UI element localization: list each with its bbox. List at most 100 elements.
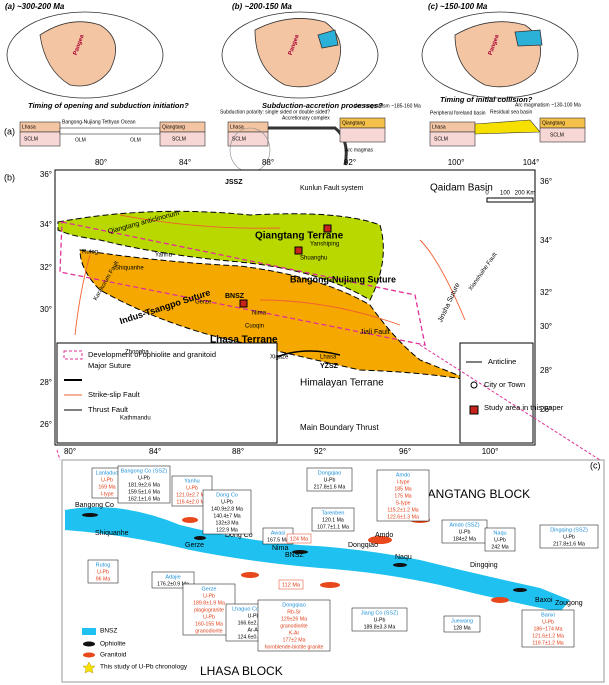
age-tag: [286, 533, 312, 544]
sample-line: 121.0±2.7 Ma: [176, 492, 208, 498]
sample-name: Lhaguo Co (SSZ): [232, 606, 275, 612]
place-label: YZSZ: [320, 363, 339, 370]
place-label: Yanhu: [155, 253, 172, 259]
place-label: Bangong-Nujiang Suture: [290, 274, 396, 284]
stage-title: (b) ~200-150 Ma: [232, 2, 292, 11]
place-label: Zougong: [555, 600, 583, 607]
section-label: Bangong-Nujiang Tethyan Ocean: [62, 119, 136, 125]
place-label: Lhasa Terrane: [210, 335, 278, 346]
sample-line: 217.8±1.6 Ma: [553, 541, 585, 547]
legend-swatch: [83, 652, 95, 658]
sample-line: U-Pb: [186, 485, 198, 491]
sample-name: Naqu: [493, 530, 506, 536]
section-label: Arc magmatism ~185-160 Ma: [355, 103, 421, 109]
qiangtang-terrane: [57, 210, 384, 301]
sample-name: Lanladuo: [96, 470, 119, 476]
section-label: Qiangtang: [542, 120, 565, 126]
sample-name: Juewang: [451, 618, 473, 624]
sample-line: U-Pb: [101, 477, 113, 483]
sample-line: Ar-Ar: [247, 627, 259, 633]
place-label: Zhongba: [125, 350, 149, 356]
place-label: Lhasa: [320, 355, 337, 361]
age-tag-label: 112 Ma: [282, 582, 301, 588]
legend-box: [459, 342, 534, 444]
sample-box: [351, 607, 408, 632]
continent: [39, 21, 117, 87]
sample-box: [539, 524, 599, 549]
sample-line: U-Pb: [374, 617, 386, 623]
place-label: Qaidam Basin: [430, 183, 493, 194]
section-label: Qiangtang: [342, 120, 365, 126]
sample-line: U-Pb: [203, 593, 215, 599]
legend-swatch: [82, 661, 96, 674]
legend-swatch: [63, 350, 83, 360]
scale-label: 0: [485, 191, 489, 197]
sample-line: 129±26 Ma: [281, 616, 307, 622]
sample-line: 121.6±1.2 Ma: [532, 633, 564, 639]
place-label: Dongqiao: [348, 542, 378, 549]
question: Timing of opening and subduction initiat…: [28, 101, 189, 110]
place-label: BNSZ: [285, 552, 304, 559]
ocean-patch: [514, 29, 543, 47]
study-area: [239, 299, 248, 308]
sample-box: [306, 467, 353, 492]
sample-box: [443, 615, 481, 633]
sample-line: U-Pb: [542, 619, 554, 625]
sample-line: 122.9 Ma: [216, 527, 238, 533]
lat-tick: 26°: [40, 420, 52, 429]
place-label: Shiquanhe: [95, 530, 129, 537]
sample-name: Dongqiao: [318, 470, 342, 476]
place-label: Himalayan Terrane: [300, 378, 384, 389]
sample-line: 119.7±1.2 Ma: [532, 640, 563, 646]
sample-box: [521, 609, 575, 648]
legend-label: Granitoid: [100, 652, 127, 659]
sample-line: 184±2 Ma: [453, 536, 476, 542]
sample-line: granodiorite: [195, 628, 223, 634]
study-area: [323, 224, 332, 233]
sample-line: 160-155 Ma: [195, 621, 223, 627]
lon-tick: 80°: [95, 158, 107, 167]
place-label: Kunlun Fault system: [300, 185, 364, 192]
sample-line: I-type: [101, 491, 114, 497]
sample-name: Dingqing (SSZ): [550, 527, 588, 533]
legend-box: [56, 342, 278, 444]
sclm: [339, 127, 386, 143]
legend-label: Thrust Fault: [88, 405, 129, 414]
sample-line: 189.8±1.9 Ma: [193, 600, 225, 606]
legend-label: Anticline: [488, 357, 516, 366]
sample-name: Dongqiao: [282, 602, 306, 608]
section-label: Lhasa: [432, 124, 446, 130]
lon-tick: 80°: [64, 447, 76, 456]
sample-box: [257, 599, 331, 652]
sample-name: Amdo: [396, 472, 410, 478]
sample-line: U-Pb: [138, 475, 150, 481]
sample-line: 140.4±7 Ma: [213, 513, 240, 519]
sample-line: 96 Ma: [96, 576, 111, 582]
scale-bar: [486, 197, 534, 203]
sclm: [227, 131, 269, 147]
legend-label: Strike-slip Fault: [88, 390, 141, 399]
lon-tick: 92°: [344, 158, 356, 167]
section-label: Arc magmatism ~130-100 Ma: [515, 102, 581, 108]
section-label: OLM: [130, 137, 141, 143]
sample-line: 169 Ma: [98, 484, 115, 490]
sample-line: U-Pb: [459, 529, 471, 535]
section-label: Lhasa: [22, 124, 36, 130]
lon-tick: 84°: [179, 158, 191, 167]
question: Subduction-accretion processes?: [262, 101, 383, 110]
place-label: JSSZ: [225, 179, 243, 186]
sample-line: 120.1 Ma: [322, 517, 344, 523]
sample-line: U-Pb: [203, 614, 215, 620]
stage-title: (c) ~150-100 Ma: [428, 2, 488, 11]
map-b: [54, 169, 536, 446]
connector: [419, 344, 601, 461]
place-label: Gerze: [185, 542, 204, 549]
sample-line: 107.7±1.1 Ma: [317, 524, 349, 530]
place-label: Naqu: [395, 554, 412, 561]
ocean-patch: [317, 29, 339, 49]
age-tag-label: 124 Ma: [290, 536, 309, 542]
sample-name: Awasi: [271, 530, 286, 536]
sample-line: 177±2 Ma: [282, 637, 305, 643]
place-label: Cuoqin: [245, 324, 264, 330]
